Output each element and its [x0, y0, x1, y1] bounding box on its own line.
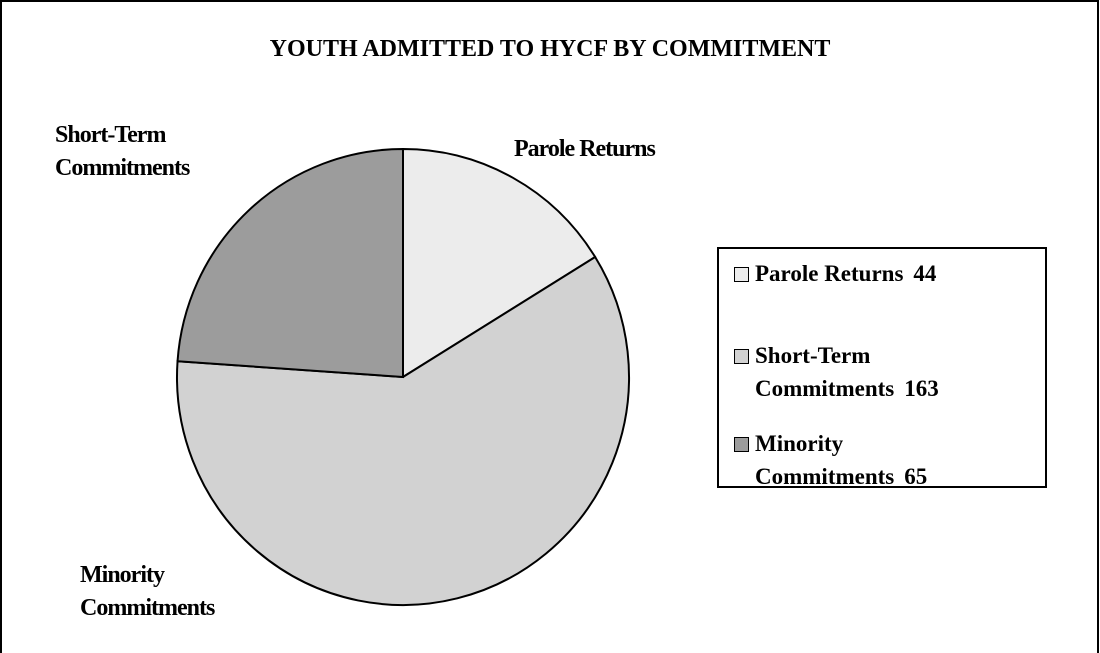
slice-label: Minority Commitments	[80, 562, 215, 621]
legend-marker	[734, 437, 749, 452]
chart-title: YOUTH ADMITTED TO HYCF BY COMMITMENT	[270, 36, 831, 62]
legend-label: Minority Commitments	[755, 431, 895, 489]
legend-marker	[734, 267, 749, 282]
legend-item: Short-Term Commitments 163	[734, 339, 1005, 405]
pie-slice	[176, 147, 404, 379]
legend-value: 44	[913, 261, 937, 286]
pie-slice	[402, 147, 597, 379]
legend-marker	[734, 349, 749, 364]
slice-label: Parole Returns	[514, 136, 656, 162]
legend: Parole Returns 44 Short-Term Commitments 16…	[717, 247, 1047, 489]
legend-item: Minority Commitments 65	[734, 427, 1005, 493]
legend-label: Parole Returns	[755, 261, 904, 286]
slice-label: Short-Term Commitments	[55, 122, 190, 181]
legend-label: Short-Term Commitments	[755, 343, 895, 401]
pie-slice	[176, 255, 630, 606]
legend-value: 65	[904, 464, 928, 489]
legend-value: 163	[904, 376, 939, 401]
legend-item: Parole Returns 44	[734, 257, 1005, 290]
